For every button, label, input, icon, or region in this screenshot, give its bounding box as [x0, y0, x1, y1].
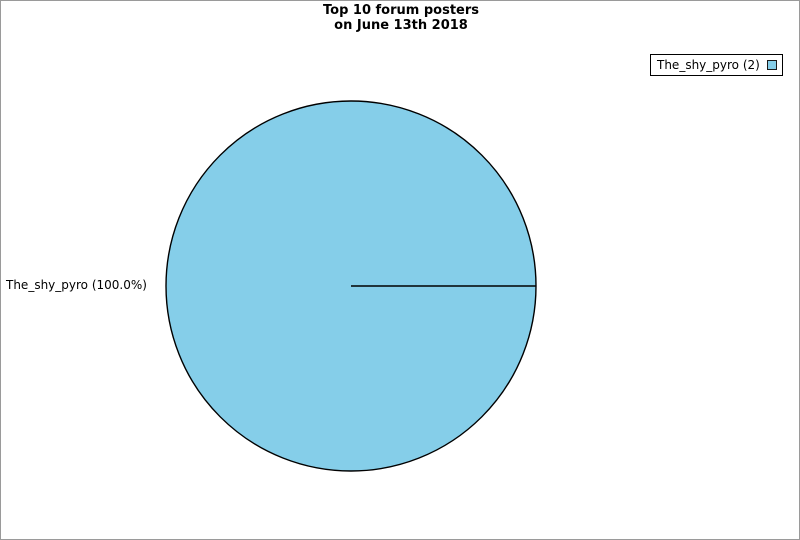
page-title: Top 10 forum posters on June 13th 2018: [1, 3, 799, 33]
chart-title-line-2: on June 13th 2018: [334, 18, 468, 33]
pie-slice-label-the-shy-pyro: The_shy_pyro (100.0%): [6, 278, 147, 292]
legend-item-label: The_shy_pyro (2): [657, 58, 760, 72]
chart-legend: The_shy_pyro (2): [650, 54, 783, 76]
chart-title-line-1: Top 10 forum posters: [323, 3, 479, 18]
legend-color-swatch-icon: [766, 60, 777, 70]
